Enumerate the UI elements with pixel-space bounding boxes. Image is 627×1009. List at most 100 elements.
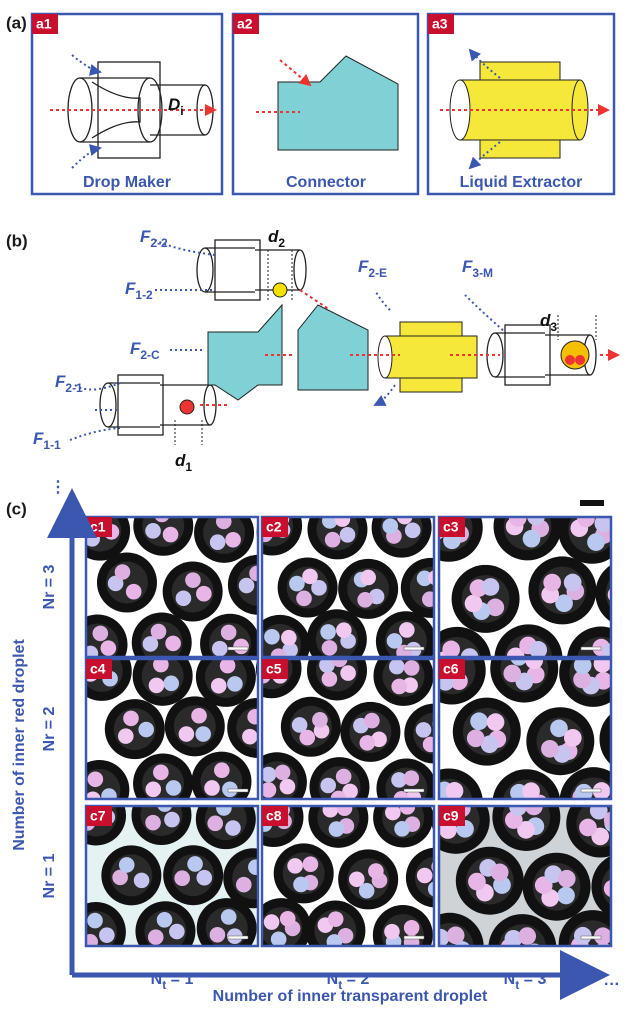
inner-droplet (145, 815, 161, 831)
panel-label: (b) (6, 231, 28, 250)
connector (298, 305, 368, 390)
inner-droplet (157, 912, 173, 928)
inner-droplet (191, 708, 207, 724)
inner-droplet (312, 712, 328, 728)
x-title: Number of inner transparent droplet (213, 988, 488, 1005)
inner-droplet (384, 924, 400, 940)
inner-droplet (503, 665, 521, 683)
label-rest: = 2 (41, 706, 58, 733)
panel-label: (c) (6, 499, 27, 518)
label-main: Nr (41, 734, 58, 752)
inner-droplet (185, 572, 201, 588)
inner-droplet (518, 927, 536, 945)
scale-bar (581, 647, 601, 650)
inner-droplet (422, 591, 438, 607)
label: Nr = 2 (41, 706, 58, 751)
tag: a1 (36, 16, 52, 32)
inner-droplet (302, 569, 318, 585)
inner-droplet (101, 640, 117, 656)
inner-droplet (465, 595, 483, 613)
panel-label: (a) (6, 13, 27, 32)
inner-droplet (88, 771, 104, 787)
label-main: d (268, 227, 279, 246)
inner-droplet (323, 802, 339, 818)
tag: c2 (266, 519, 282, 535)
inner-droplet (225, 532, 241, 548)
inner-droplet (239, 578, 255, 594)
tag: c8 (266, 808, 282, 824)
inner-droplet (482, 578, 500, 596)
inner-droplet (148, 929, 164, 945)
label-main: F (462, 257, 473, 276)
label-main: d (175, 451, 186, 470)
label-sub: 1-1 (43, 438, 61, 452)
label: F2-C (130, 339, 160, 362)
inner-droplet (368, 863, 384, 879)
label: d1 (175, 451, 192, 474)
inner-droplet (264, 629, 280, 645)
inner-droplet (87, 913, 103, 929)
figure: (a) a1 a2 a3 Di Drop Maker Connector Liq… (0, 0, 627, 1009)
inner-droplet (394, 821, 410, 837)
inner-droplet (417, 868, 433, 884)
label: F2-E (358, 257, 387, 280)
inner-droplet (619, 890, 627, 908)
tag: c3 (443, 519, 459, 535)
inner-droplet (328, 911, 344, 927)
inner-droplet (275, 765, 291, 781)
label: Nr = 3 (41, 564, 58, 609)
inner-droplet (93, 626, 109, 642)
label-sub: 2-1 (65, 381, 83, 395)
scale-bar (580, 500, 604, 506)
inner-droplet (470, 712, 488, 730)
inner-droplet (289, 576, 305, 592)
inner-droplet (82, 934, 98, 950)
panel-b (70, 240, 618, 445)
inner-droplet (557, 887, 575, 905)
inner-droplet (577, 510, 595, 528)
inner-droplet (442, 641, 460, 659)
inner-droplet (491, 864, 509, 882)
inner-droplet (391, 679, 407, 695)
inner-droplet (325, 532, 341, 548)
inner-droplet (211, 678, 227, 694)
inner-droplet (349, 871, 365, 887)
label-sub: 3 (550, 320, 557, 334)
inner-droplet (216, 800, 232, 816)
scale-bar (228, 936, 248, 939)
caption: Liquid Extractor (460, 174, 583, 191)
inner-droplet (617, 741, 627, 759)
label: F1-2 (125, 279, 153, 302)
inner-droplet (327, 934, 343, 950)
inner-droplet (416, 722, 432, 738)
droplet (575, 355, 585, 365)
inner-droplet (613, 595, 627, 613)
tag: c6 (443, 661, 459, 677)
tag: c5 (266, 661, 282, 677)
inner-droplet (145, 523, 161, 539)
inner-droplet (296, 591, 312, 607)
inner-droplet (303, 856, 319, 872)
inner-droplet (163, 527, 179, 543)
inner-droplet (447, 926, 465, 944)
inner-droplet (264, 914, 280, 930)
inner-droplet (340, 527, 356, 543)
scale-bar (404, 647, 424, 650)
label-sub: 2-E (368, 266, 387, 280)
inner-droplet (153, 765, 169, 781)
inner-droplet (179, 726, 195, 742)
inner-droplet (383, 518, 399, 534)
inner-droplet (322, 671, 338, 687)
scale-bar (581, 936, 601, 939)
inner-droplet (247, 709, 263, 725)
flow (72, 55, 100, 72)
inner-droplet (221, 625, 237, 641)
inner-droplet (210, 534, 226, 550)
inner-droplet (101, 788, 117, 804)
caption: Drop Maker (83, 174, 171, 191)
inner-droplet (126, 584, 142, 600)
inner-droplet (119, 857, 135, 873)
inner-droplet (579, 819, 597, 837)
inner-droplet (564, 729, 582, 747)
label: F2-1 (55, 372, 83, 395)
